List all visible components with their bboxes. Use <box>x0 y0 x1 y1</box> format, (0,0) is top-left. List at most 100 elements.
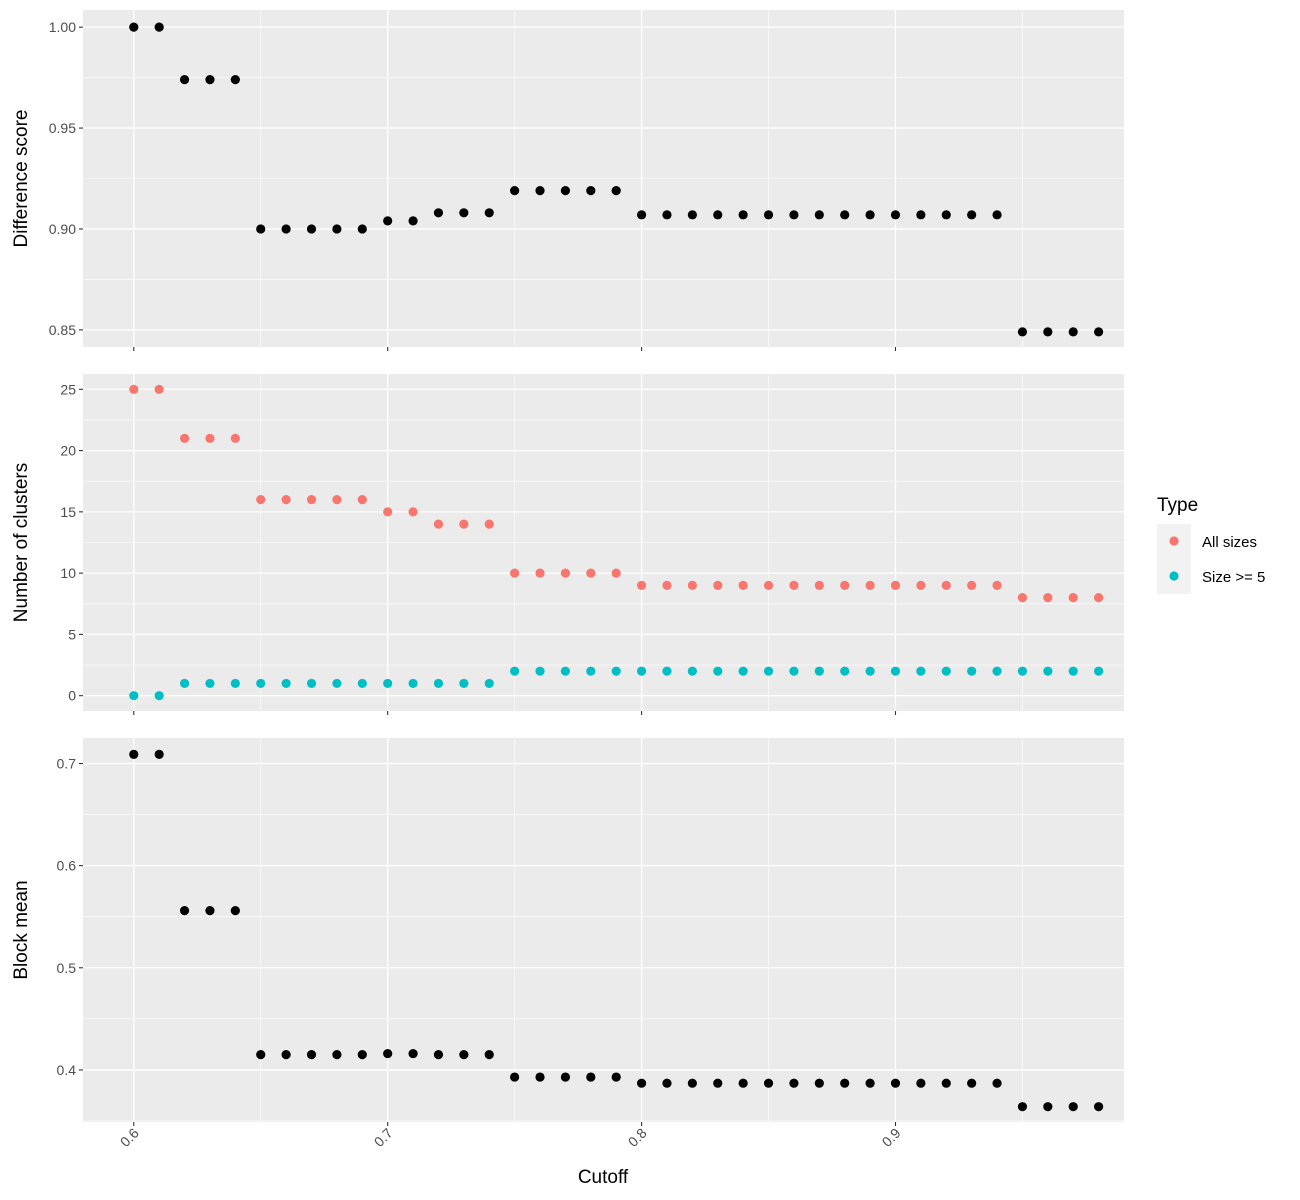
data-point <box>713 666 723 676</box>
data-point <box>1094 593 1104 603</box>
data-point <box>763 1078 774 1088</box>
panel-3: 0.4 0.5 0.6 0.7 Block mean <box>11 738 1124 1126</box>
data-point <box>357 678 367 689</box>
data-point <box>992 210 1002 220</box>
y-tick-label: 0.7 <box>57 756 77 772</box>
y-axis-title: Block mean <box>11 880 32 979</box>
data-point <box>738 1078 748 1088</box>
data-point <box>763 210 774 220</box>
y-tick-label: 15 <box>60 504 76 520</box>
y-tick-label: 0.90 <box>49 221 76 237</box>
data-point <box>1043 593 1053 603</box>
y-axis-title: Difference score <box>11 110 32 248</box>
data-point <box>814 210 824 220</box>
data-point <box>1017 593 1028 603</box>
data-point <box>865 1078 875 1088</box>
series-1 <box>129 749 1104 1112</box>
data-point <box>941 210 951 220</box>
data-point <box>408 678 418 689</box>
data-point <box>560 1072 571 1082</box>
data-point <box>916 666 926 676</box>
data-point <box>865 580 875 590</box>
legend-key-background <box>1157 524 1191 594</box>
data-point <box>129 691 139 701</box>
data-point <box>865 210 875 220</box>
data-point <box>179 433 190 443</box>
data-point <box>763 580 774 590</box>
data-point <box>459 208 469 218</box>
data-point <box>357 495 367 505</box>
y-tick-label: 0.95 <box>49 120 76 136</box>
data-point <box>560 186 571 196</box>
data-point <box>1043 327 1053 337</box>
data-point <box>306 678 317 689</box>
data-point <box>357 1049 367 1060</box>
data-point <box>814 580 824 590</box>
data-point <box>205 678 215 689</box>
data-point <box>941 666 951 676</box>
data-point <box>992 666 1002 676</box>
data-point <box>433 519 444 529</box>
data-point <box>713 580 723 590</box>
legend-title: Type <box>1157 495 1198 516</box>
data-point <box>129 384 139 394</box>
data-point <box>535 666 545 676</box>
data-point <box>713 1078 723 1088</box>
data-point <box>332 224 342 234</box>
data-point <box>256 1049 266 1060</box>
y-tick-label: 0.5 <box>57 960 77 976</box>
data-point <box>1017 327 1028 337</box>
data-point <box>687 666 697 676</box>
data-point <box>510 666 520 676</box>
y-tick-label: 0.4 <box>57 1062 77 1078</box>
data-point <box>383 507 393 517</box>
data-point <box>281 1049 291 1060</box>
data-point <box>1068 1102 1078 1112</box>
data-point <box>1017 1102 1028 1112</box>
data-point <box>484 519 494 529</box>
data-point <box>890 1078 901 1088</box>
data-point <box>484 1049 494 1060</box>
data-point <box>941 1078 951 1088</box>
data-point <box>179 905 190 916</box>
data-point <box>179 678 190 689</box>
data-point <box>433 678 444 689</box>
data-point <box>687 580 697 590</box>
data-point <box>636 580 647 590</box>
data-point <box>814 666 824 676</box>
data-point <box>840 580 850 590</box>
data-point <box>154 749 164 759</box>
y-tick-label: 5 <box>68 626 76 642</box>
data-point <box>941 580 951 590</box>
data-point <box>205 75 215 85</box>
data-point <box>459 519 469 529</box>
data-point <box>154 384 164 394</box>
data-point <box>636 210 647 220</box>
data-point <box>662 666 672 676</box>
data-point <box>789 210 799 220</box>
data-point <box>967 580 977 590</box>
y-tick-label: 0.85 <box>49 322 76 338</box>
data-point <box>1043 666 1053 676</box>
data-point <box>459 678 469 689</box>
data-point <box>1094 666 1104 676</box>
data-point <box>611 568 621 578</box>
data-point <box>408 216 418 226</box>
panels: 0.85 0.90 0.95 1.00 Difference score 0 5 10 15 20… <box>11 10 1124 1126</box>
data-point <box>408 507 418 517</box>
data-point <box>611 666 621 676</box>
data-point <box>840 1078 850 1088</box>
data-point <box>687 1078 697 1088</box>
legend: Type All sizes Size >= 5 <box>1157 495 1265 594</box>
data-point <box>636 1078 647 1088</box>
data-point <box>357 224 367 234</box>
panel-1: 0.85 0.90 0.95 1.00 Difference score <box>11 10 1124 351</box>
y-tick-label: 20 <box>60 443 76 459</box>
legend-entries: All sizes Size >= 5 <box>1169 534 1265 586</box>
data-point <box>484 678 494 689</box>
data-point <box>560 666 571 676</box>
data-point <box>586 666 596 676</box>
data-point <box>967 666 977 676</box>
data-point <box>992 1078 1002 1088</box>
